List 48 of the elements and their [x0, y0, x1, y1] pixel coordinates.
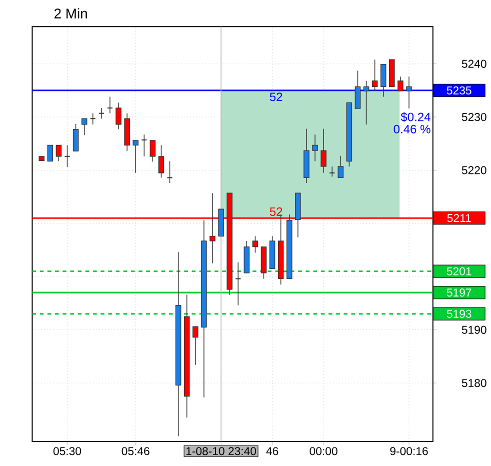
ref-line-label: 5193: [446, 310, 472, 318]
candlestick: [90, 112, 96, 125]
candlestick: [338, 155, 344, 178]
x-tick-label: 9-00:16: [390, 446, 428, 456]
y-tick-label: 5220: [462, 166, 486, 174]
candlestick: [81, 118, 88, 136]
candlestick: [47, 144, 54, 162]
candlestick: [192, 326, 198, 366]
candlestick: [320, 128, 326, 174]
candlestick: [132, 140, 138, 174]
candlestick: [72, 123, 79, 152]
y-tick-label: 5180: [462, 378, 486, 387]
candlestick: [312, 134, 318, 162]
candlestick: [141, 134, 148, 157]
ref-line-label: 5211: [447, 214, 471, 222]
y-tick-label: 5240: [462, 60, 486, 68]
candlestick: [106, 96, 114, 114]
candlestick: [252, 236, 258, 253]
x-tick-label: 05:46: [122, 446, 150, 456]
annotation: 52: [270, 207, 282, 216]
candlestick: [116, 102, 122, 130]
x-tick-label: 00:00: [310, 446, 338, 456]
y-tick-label: 5190: [462, 326, 486, 334]
candlestick: [372, 59, 378, 92]
candlestick: [150, 140, 156, 162]
candlestick: [56, 144, 62, 162]
candlestick: [166, 160, 173, 184]
candlestick: [98, 108, 104, 119]
x-tick-label: 05:30: [53, 446, 82, 456]
candlestick: [406, 76, 412, 109]
annotation: $0.24: [400, 112, 430, 122]
candlestick: [64, 144, 70, 168]
annotation: 0.46 %: [394, 124, 430, 134]
candlestick: [398, 76, 404, 92]
x-tick-label: 1-08-10 23:40: [186, 446, 256, 456]
x-tick-label: 46: [266, 446, 278, 456]
chart-title: 2 Min: [54, 8, 87, 18]
candlestick: [354, 70, 361, 109]
candlestick: [329, 166, 336, 177]
y-tick-label: 5230: [462, 112, 486, 121]
ref-line-label: 5197: [446, 288, 472, 297]
ref-line-label: 5201: [446, 267, 472, 276]
ref-line-label: 5235: [446, 86, 472, 94]
candlestick: [158, 144, 164, 178]
candlestick: [380, 64, 386, 98]
annotation: 52: [270, 92, 282, 101]
candlestick: [235, 262, 242, 306]
candlestick: [363, 80, 370, 125]
